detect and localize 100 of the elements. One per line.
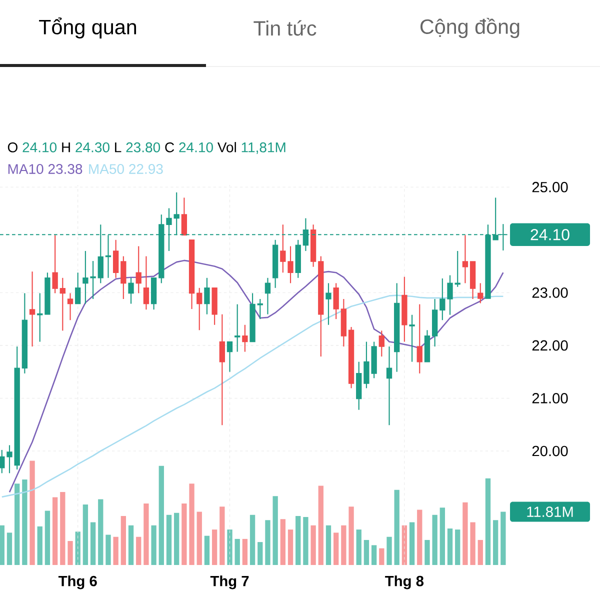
bar <box>90 522 96 565</box>
bar <box>234 538 240 565</box>
bar <box>440 508 445 565</box>
candlestick <box>219 314 225 426</box>
x-tick-label: Thg 7 <box>210 575 249 590</box>
text: C <box>165 142 174 152</box>
x-tick-label: Thg 6 <box>58 575 97 590</box>
text: 11.81M <box>527 506 573 517</box>
text: 24.10 <box>179 142 213 152</box>
candlestick <box>52 234 58 294</box>
y-tick-label: 22.00 <box>532 340 568 351</box>
y-tick-label: 20.00 <box>532 446 568 456</box>
candlestick <box>288 246 294 284</box>
bar <box>14 484 20 565</box>
text: 24.30 <box>76 142 110 152</box>
candlestick <box>264 277 271 315</box>
bar <box>227 530 232 565</box>
text: Tổng quan <box>39 18 136 38</box>
bar <box>106 534 111 565</box>
bar <box>394 490 400 565</box>
bar <box>485 478 491 565</box>
bar <box>6 532 12 565</box>
candlestick <box>204 277 210 315</box>
candlestick <box>75 272 81 304</box>
text: Cộng đồng <box>420 18 520 38</box>
candlestick <box>143 256 150 310</box>
candlestick <box>326 282 332 326</box>
bar <box>424 540 430 565</box>
bar <box>220 506 225 565</box>
text: 23.38 <box>48 164 82 174</box>
bar <box>272 496 278 565</box>
text: MA10 <box>8 164 44 174</box>
candlestick <box>120 256 126 300</box>
bar <box>196 512 202 565</box>
bar <box>52 497 58 565</box>
bar <box>60 492 66 565</box>
candlestick <box>181 197 188 236</box>
bar <box>356 530 362 565</box>
text: Tin tức <box>254 20 316 36</box>
bar <box>82 504 88 565</box>
bar <box>113 536 118 565</box>
candlestick <box>280 224 286 274</box>
bar <box>303 517 308 565</box>
bar <box>22 479 28 565</box>
bar <box>447 528 453 565</box>
text: 22.93 <box>129 164 163 174</box>
bar <box>371 545 377 565</box>
bar <box>296 516 301 565</box>
candlestick <box>29 271 36 348</box>
bar <box>166 514 172 565</box>
bar <box>417 510 422 565</box>
candlestick <box>112 239 119 278</box>
bar <box>189 484 194 565</box>
bar <box>462 502 468 565</box>
bar <box>98 499 104 565</box>
bar <box>386 536 392 565</box>
bar <box>326 525 332 565</box>
candlestick <box>234 304 240 352</box>
bar <box>265 520 270 565</box>
text: 11,81M <box>242 142 286 154</box>
candlestick <box>409 314 415 362</box>
bar <box>258 542 263 565</box>
text: H <box>62 142 70 152</box>
ref-line-label: 24.10 <box>530 228 570 240</box>
text: 23.80 <box>126 142 160 152</box>
bar <box>242 538 248 565</box>
bar <box>30 460 35 565</box>
bar <box>44 510 50 565</box>
bar <box>310 525 316 565</box>
bar <box>37 526 42 565</box>
candlestick <box>416 304 422 374</box>
bar <box>0 525 4 565</box>
candlestick <box>447 274 453 316</box>
bar <box>151 525 156 565</box>
bar <box>75 532 80 565</box>
bar <box>144 503 149 565</box>
candlestick <box>333 282 339 320</box>
bar <box>341 525 346 565</box>
bar <box>492 520 498 565</box>
bar <box>128 525 134 565</box>
bar <box>334 532 339 565</box>
candlestick <box>67 292 74 321</box>
y-tick-label: 21.00 <box>532 393 568 404</box>
bar <box>432 514 438 565</box>
bar <box>318 486 324 565</box>
candlestick <box>386 346 392 426</box>
candlestick <box>196 287 202 331</box>
bar <box>288 530 294 565</box>
bar <box>470 522 476 565</box>
candlestick <box>478 282 484 304</box>
candlestick <box>6 444 12 474</box>
bar <box>182 503 187 565</box>
y-tick-label: 25.00 <box>532 182 568 192</box>
bar <box>478 540 483 565</box>
bar <box>120 516 126 565</box>
bar <box>455 530 460 565</box>
candlestick <box>378 330 384 358</box>
candlestick <box>128 277 134 304</box>
text: O <box>8 142 18 152</box>
bar <box>280 519 286 565</box>
